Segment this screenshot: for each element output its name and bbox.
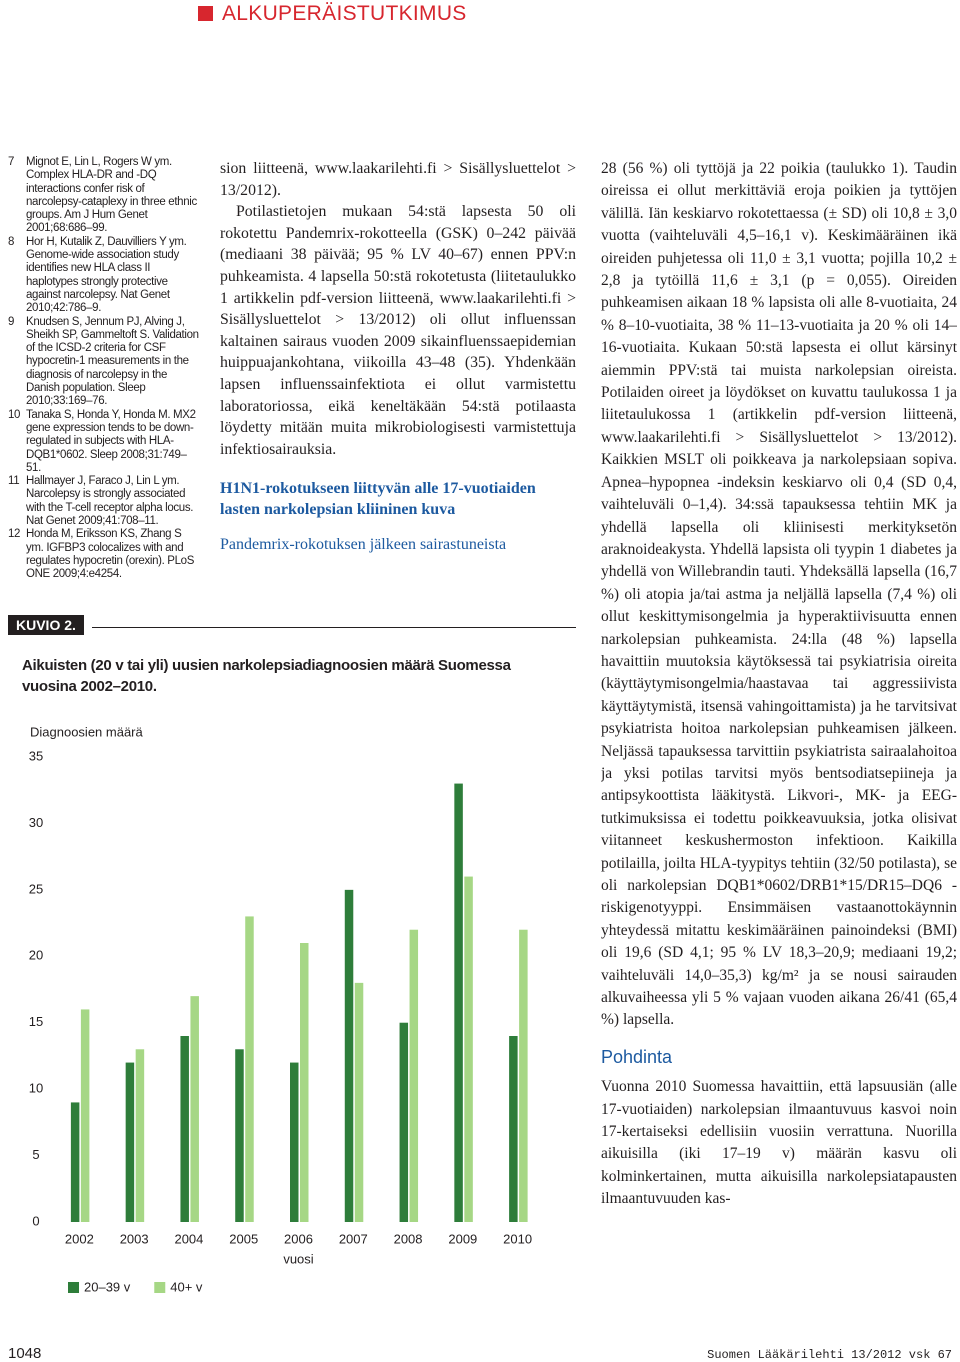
y-tick-label: 20 <box>29 948 43 963</box>
x-tick-label: 2006 <box>284 1231 313 1246</box>
x-tick-label: 2002 <box>65 1231 94 1246</box>
bar <box>235 1049 244 1222</box>
bar <box>519 929 528 1222</box>
reference: 7 Mignot E, Lin L, Rogers W ym. Complex H… <box>8 156 200 236</box>
journal-info: Suomen Lääkärilehti 13/2012 vsk 67 <box>707 1348 952 1362</box>
reference-number: 8 <box>8 235 15 248</box>
reference: 9 Knudsen S, Jennum PJ, Alving J, Sheikh … <box>8 316 200 409</box>
bar <box>454 783 463 1222</box>
reference-text: Honda M, Eriksson KS, Zhang S ym. IGFBP3… <box>26 528 195 581</box>
x-tick-label: 2008 <box>394 1231 423 1246</box>
bar <box>509 1036 518 1222</box>
header-marker <box>198 6 213 21</box>
reference: 10 Tanaka S, Honda Y, Honda M. MX2 gene e… <box>8 409 200 475</box>
bar <box>125 1062 135 1222</box>
y-tick-label: 5 <box>32 1147 39 1162</box>
reference-number: 10 <box>8 408 21 421</box>
y-tick-label: 35 <box>29 748 43 763</box>
heading: Pohdinta <box>601 1046 673 1067</box>
paragraph: Vuonna 2010 Suomessa havaittiin, että la… <box>601 1078 957 1208</box>
paragraph: Pandemrix-rokotuksen jälkeen sairastunei… <box>220 536 507 554</box>
bar <box>399 1022 409 1222</box>
reference-number: 11 <box>8 475 20 488</box>
figure-label: KUVIO 2. <box>8 615 84 635</box>
bar <box>354 982 364 1222</box>
bar <box>344 889 354 1222</box>
bar <box>464 876 473 1222</box>
legend-swatch <box>154 1282 166 1293</box>
y-tick-label: 15 <box>29 1014 43 1029</box>
x-tick-label: 2007 <box>339 1231 368 1246</box>
chart: Diagnoosien määrä 0 5 10 15 20 25 30 35 2002 2003 2… <box>29 724 532 1294</box>
chart-title: Aikuisten (20 v tai yli) uusien narkolep… <box>22 657 511 695</box>
bar <box>190 996 199 1222</box>
reference-text: Knudsen S, Jennum PJ, Alving J, Sheikh S… <box>26 315 199 408</box>
y-axis-label: Diagnoosien määrä <box>30 724 144 739</box>
reference-number: 12 <box>8 528 21 541</box>
figure-rule <box>92 627 576 628</box>
y-tick-label: 0 <box>32 1213 39 1228</box>
reference-text: Tanaka S, Honda Y, Honda M. MX2 gene exp… <box>26 408 196 474</box>
y-tick-label: 30 <box>29 815 43 830</box>
y-tick-label: 10 <box>29 1081 43 1096</box>
reference-text: Hor H, Kutalik Z, Dauvilliers Y ym. Geno… <box>26 235 187 315</box>
x-tick-label: 2003 <box>120 1231 149 1246</box>
bar <box>300 943 309 1222</box>
bar <box>135 1049 145 1222</box>
paragraph: Potilastietojen mukaan 54:stä lapsesta 5… <box>220 203 576 458</box>
bar <box>70 1102 80 1222</box>
reference: 8 Hor H, Kutalik Z, Dauvilliers Y ym. Gen… <box>8 236 200 316</box>
bar <box>180 1036 189 1222</box>
legend-label: 40+ v <box>170 1279 203 1294</box>
reference: 11 Hallmayer J, Faraco J, Lin L ym. Narco… <box>8 475 200 528</box>
legend-label: 20–39 v <box>84 1279 131 1294</box>
bar <box>409 929 419 1222</box>
paragraph: 28 (56 %) oli tyttöjä ja 22 poikia (taul… <box>601 160 957 1029</box>
references: 7 Mignot E, Lin L, Rogers W ym. Complex H… <box>8 156 200 582</box>
reference-text: Hallmayer J, Faraco J, Lin L ym. Narcole… <box>26 475 194 528</box>
column: sion liitteenä, www.laakarilehti.fi > Si… <box>220 158 576 556</box>
bar <box>245 916 254 1222</box>
x-axis-label: vuosi <box>283 1251 313 1266</box>
page-number: 1048 <box>8 1345 42 1362</box>
legend-swatch <box>68 1282 79 1293</box>
bar <box>80 1009 90 1222</box>
section-title: ALKUPERÄISTUTKIMUS <box>222 2 467 25</box>
reference-number: 7 <box>8 156 15 168</box>
paragraph: sion liitteenä, www.laakarilehti.fi > Si… <box>220 160 576 199</box>
reference-number: 9 <box>8 315 15 328</box>
y-tick-label: 25 <box>29 881 43 896</box>
x-tick-label: 2009 <box>448 1231 477 1246</box>
reference-text: Mignot E, Lin L, Rogers W ym. Complex HL… <box>26 156 197 235</box>
x-tick-label: 2004 <box>174 1231 203 1246</box>
x-tick-label: 2010 <box>503 1231 532 1246</box>
x-tick-label: 2005 <box>229 1231 258 1246</box>
column: 28 (56 %) oli tyttöjä ja 22 poikia (taul… <box>601 158 957 1318</box>
subheading: H1N1-rokotukseen liittyvän alle 17-vuoti… <box>220 480 536 519</box>
reference: 12 Honda M, Eriksson KS, Zhang S ym. IGFB… <box>8 528 200 581</box>
bar <box>290 1062 299 1222</box>
